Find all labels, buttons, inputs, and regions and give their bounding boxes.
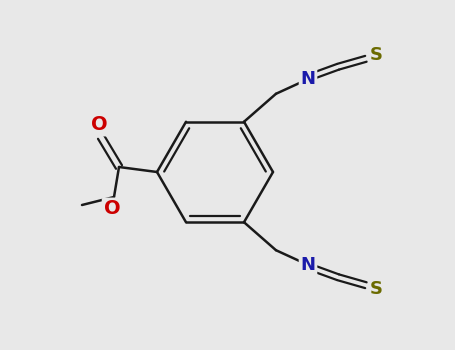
Text: N: N (300, 70, 315, 88)
Text: O: O (104, 199, 120, 218)
Text: S: S (369, 280, 383, 298)
Text: O: O (91, 116, 107, 134)
Text: N: N (300, 256, 315, 274)
Text: S: S (369, 46, 383, 64)
